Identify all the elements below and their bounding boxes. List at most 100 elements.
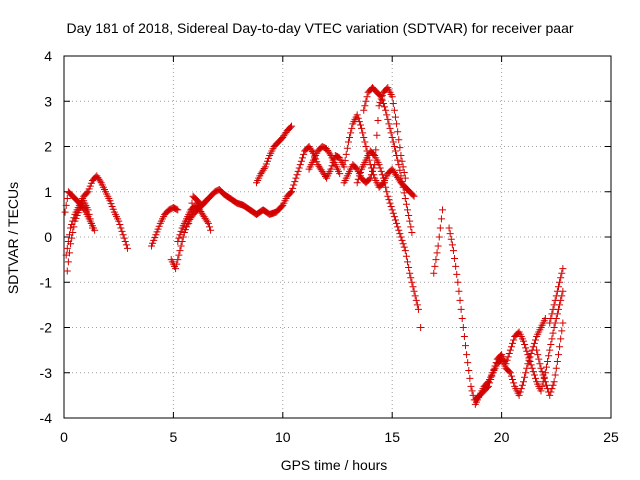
data-point <box>468 387 476 395</box>
data-point <box>176 247 184 255</box>
data-point <box>355 172 363 180</box>
plot-frame <box>63 55 612 419</box>
data-point <box>342 150 350 158</box>
data-point <box>381 103 389 111</box>
data-point <box>123 244 131 252</box>
data-point <box>559 265 567 273</box>
data-point <box>505 368 513 376</box>
data-point <box>63 267 71 275</box>
data-point <box>381 179 389 187</box>
data-point <box>373 131 381 139</box>
data-point <box>294 167 302 175</box>
data-point <box>394 128 402 136</box>
data-point <box>188 199 196 207</box>
data-point <box>542 363 550 371</box>
data-point <box>65 249 73 257</box>
data-point <box>487 376 495 384</box>
data-point <box>336 170 344 178</box>
data-point <box>389 209 397 217</box>
data-point <box>63 195 71 203</box>
data-point <box>290 181 298 189</box>
data-point <box>437 215 445 223</box>
data-point <box>295 164 303 172</box>
data-point <box>296 161 304 169</box>
data-point <box>396 144 404 152</box>
data-point <box>400 169 408 177</box>
data-point <box>356 121 364 129</box>
data-point <box>289 184 297 192</box>
data-point <box>384 192 392 200</box>
data-point <box>446 230 454 238</box>
data-point <box>399 163 407 171</box>
data-point <box>539 371 547 379</box>
data-point <box>548 335 556 343</box>
data-point <box>464 359 472 367</box>
data-point <box>536 360 544 368</box>
data-point <box>545 352 553 360</box>
data-point <box>558 269 566 277</box>
data-point <box>62 201 70 209</box>
data-point <box>490 365 498 373</box>
data-point <box>356 169 364 177</box>
data-point <box>453 270 461 278</box>
data-point <box>505 350 513 358</box>
data-point <box>488 372 496 380</box>
data-points <box>61 84 567 408</box>
data-point <box>549 305 557 313</box>
data-point <box>174 256 182 264</box>
y-axis-label: SDTVAR / TECUs <box>5 182 21 294</box>
data-point <box>365 175 373 183</box>
data-point <box>456 296 464 304</box>
data-point <box>388 206 396 214</box>
data-point <box>410 192 418 200</box>
x-tick-labels: 0 5 10 15 20 25 <box>60 429 619 445</box>
data-point <box>407 274 415 282</box>
data-point <box>69 228 77 236</box>
data-point <box>286 189 294 197</box>
data-point <box>346 133 354 141</box>
data-point <box>116 221 124 229</box>
data-point <box>406 269 414 277</box>
data-point <box>526 357 534 365</box>
data-point <box>552 364 560 372</box>
x-tick-label: 15 <box>384 429 400 445</box>
data-point <box>396 230 404 238</box>
data-point <box>375 102 383 110</box>
data-point <box>186 213 194 221</box>
data-point <box>389 138 397 146</box>
data-point <box>447 235 455 243</box>
data-point <box>402 252 410 260</box>
data-point <box>532 336 540 344</box>
data-point <box>395 161 403 169</box>
data-point <box>509 339 517 347</box>
data-point <box>546 319 554 327</box>
data-point <box>377 167 385 175</box>
data-point <box>207 226 215 234</box>
data-point <box>405 212 413 220</box>
data-point <box>553 357 561 365</box>
data-point <box>535 355 543 363</box>
data-point <box>394 156 402 164</box>
data-point <box>96 177 104 185</box>
data-point <box>483 383 491 391</box>
data-point <box>522 344 530 352</box>
data-point <box>466 374 474 382</box>
data-point <box>537 387 545 395</box>
y-tick-label: -3 <box>40 365 53 381</box>
x-tick-label: 20 <box>494 429 510 445</box>
data-point <box>385 196 393 204</box>
data-point <box>413 301 421 309</box>
data-point <box>63 244 71 252</box>
data-point <box>519 378 527 386</box>
data-point <box>204 219 212 227</box>
data-point <box>88 224 96 232</box>
series-G <box>185 192 210 227</box>
series-L <box>353 147 422 313</box>
data-point <box>260 165 268 173</box>
y-tick-label: 4 <box>44 48 52 64</box>
data-point <box>547 340 555 348</box>
data-point <box>408 228 416 236</box>
data-point <box>172 265 180 273</box>
data-point <box>85 210 93 218</box>
data-point <box>387 202 395 210</box>
